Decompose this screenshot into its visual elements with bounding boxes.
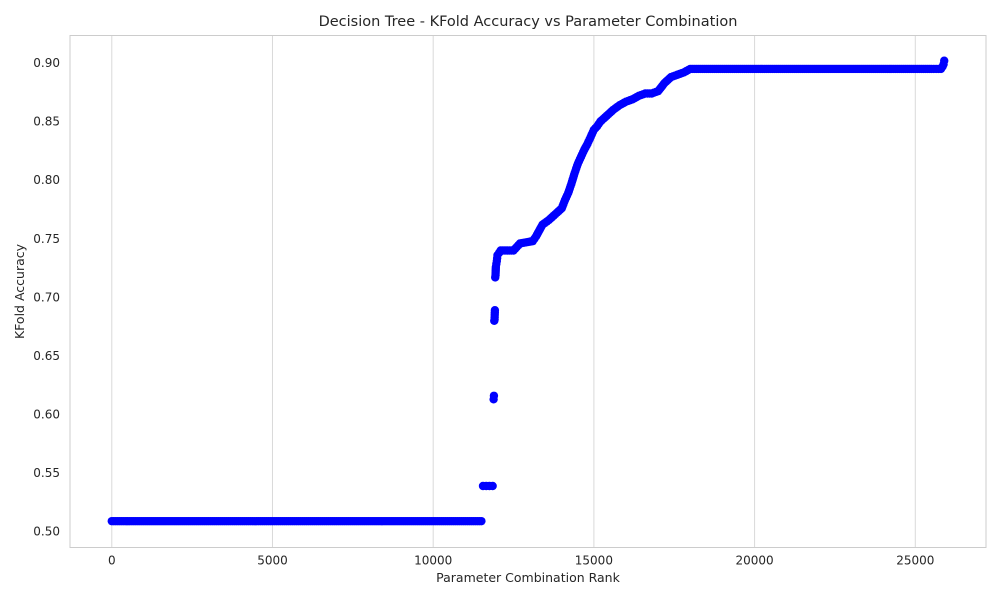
x-tick-labels: 0 5000 10000 15000 20000 25000 bbox=[108, 554, 934, 568]
y-tick-label: 0.65 bbox=[33, 349, 60, 363]
y-tick-label: 0.60 bbox=[33, 408, 60, 422]
y-tick-label: 0.75 bbox=[33, 232, 60, 246]
data-point bbox=[934, 64, 943, 74]
y-tick-label: 0.55 bbox=[33, 466, 60, 480]
y-tick-label: 0.80 bbox=[33, 173, 60, 187]
y-tick-label: 0.85 bbox=[33, 115, 60, 129]
y-axis-title: KFold Accuracy bbox=[12, 243, 27, 339]
y-tick-label: 0.70 bbox=[33, 290, 60, 304]
x-tick-label: 25000 bbox=[896, 554, 934, 568]
points-layer bbox=[107, 56, 949, 526]
x-tick-label: 0 bbox=[108, 554, 116, 568]
data-point bbox=[488, 481, 497, 491]
data-point bbox=[475, 516, 484, 526]
y-tick-label: 0.90 bbox=[33, 56, 60, 70]
x-axis-title: Parameter Combination Rank bbox=[436, 570, 620, 585]
x-tick-label: 20000 bbox=[735, 554, 773, 568]
x-tick-label: 15000 bbox=[575, 554, 613, 568]
data-point bbox=[489, 391, 499, 400]
x-tick-label: 5000 bbox=[257, 554, 288, 568]
y-tick-label: 0.50 bbox=[33, 525, 60, 539]
y-tick-labels: 0.50 0.55 0.60 0.65 0.70 0.75 0.80 0.85 0.90 bbox=[33, 56, 60, 539]
chart-title: Decision Tree - KFold Accuracy vs Parame… bbox=[319, 14, 738, 30]
data-point bbox=[490, 308, 500, 317]
grid-layer bbox=[111, 35, 916, 548]
data-point bbox=[940, 56, 949, 65]
plot-frame bbox=[69, 35, 987, 548]
x-tick-label: 10000 bbox=[414, 554, 452, 568]
